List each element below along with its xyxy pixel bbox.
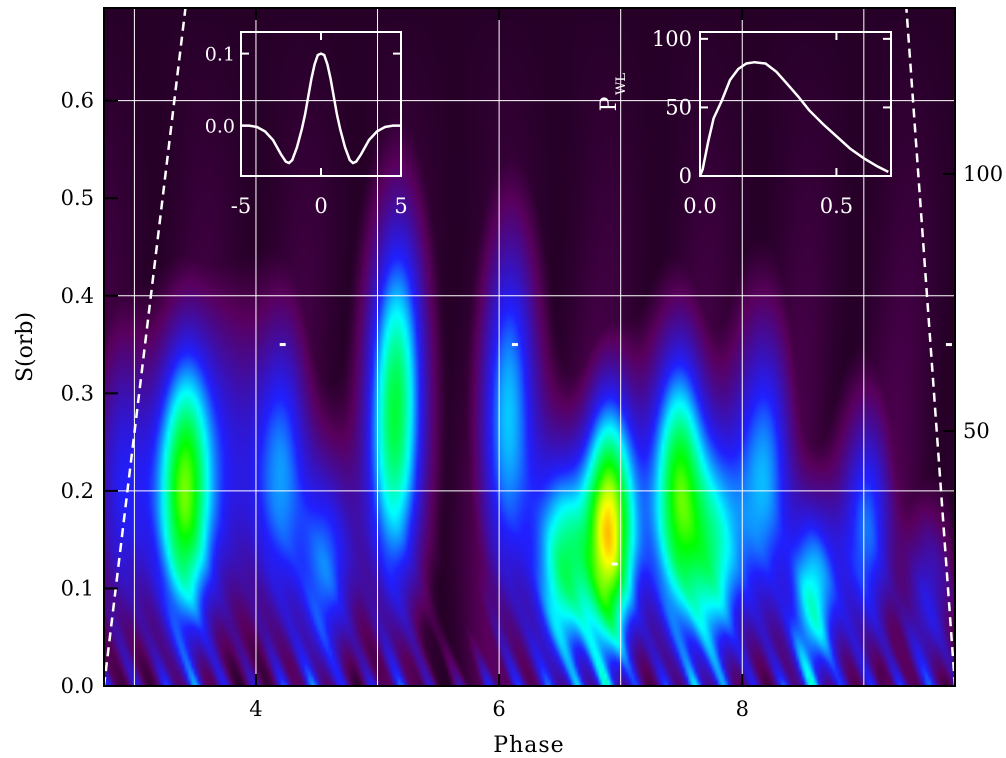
x-tick-label: 4	[249, 697, 262, 721]
inset2-x-tick-label: 0.0	[683, 194, 716, 218]
marker-point	[511, 343, 518, 347]
inset1-y-tick-label: 0.0	[205, 116, 235, 138]
y-tick-label: 0.6	[61, 89, 94, 113]
inset1-x-tick-label: -5	[231, 194, 251, 218]
marker-point	[945, 343, 952, 347]
x-tick-label: 6	[492, 697, 505, 721]
x-tick-label: 8	[736, 697, 749, 721]
right-tick-label: 50	[963, 419, 990, 443]
marker-group	[279, 343, 952, 566]
inset2-y-axis-title: P	[597, 96, 622, 111]
y-tick-label: 0.1	[61, 576, 94, 600]
y-tick-label: 0.3	[61, 381, 94, 405]
coi-left-line	[104, 8, 187, 686]
y-tick-label: 0.2	[61, 479, 94, 503]
x-axis-title: Phase	[493, 733, 564, 758]
wavelet-inset: -5 0 5 0.1 0.0	[205, 31, 408, 218]
power-heatmap	[104, 8, 955, 686]
inset1-x-tick-label: 5	[394, 194, 407, 218]
inset-curve	[698, 60, 889, 177]
cone-of-influence	[104, 8, 955, 686]
inset2-x-tick-label: 0.5	[820, 194, 853, 218]
marker-point	[279, 343, 286, 347]
power-inset: 0.0 0.5 100 50 0 PWL	[597, 27, 892, 218]
y-tick-label: 0.0	[61, 674, 94, 698]
right-tick-label: 100	[963, 162, 1003, 186]
y-tick-label: 0.5	[61, 186, 94, 210]
inset-curve	[241, 52, 401, 165]
grid-lines	[104, 8, 955, 686]
inset2-y-axis-subscript: WL	[614, 73, 629, 95]
inset2-y-axis-subscript-wrap: WL	[614, 73, 629, 95]
inset-frame	[699, 31, 892, 177]
inset2-y-tick-label: 100	[652, 27, 692, 51]
inset1-y-tick-label: 0.1	[205, 44, 235, 66]
marker-point	[611, 562, 618, 566]
inset1-x-tick-label: 0	[314, 194, 327, 218]
inset2-y-tick-label: 50	[665, 95, 692, 119]
inset2-y-tick-label: 0	[679, 164, 692, 188]
coi-right-line	[905, 8, 955, 686]
y-tick-label: 0.4	[61, 284, 94, 308]
y-axis-title: S(orb)	[13, 312, 38, 382]
plot-frame	[103, 7, 956, 687]
